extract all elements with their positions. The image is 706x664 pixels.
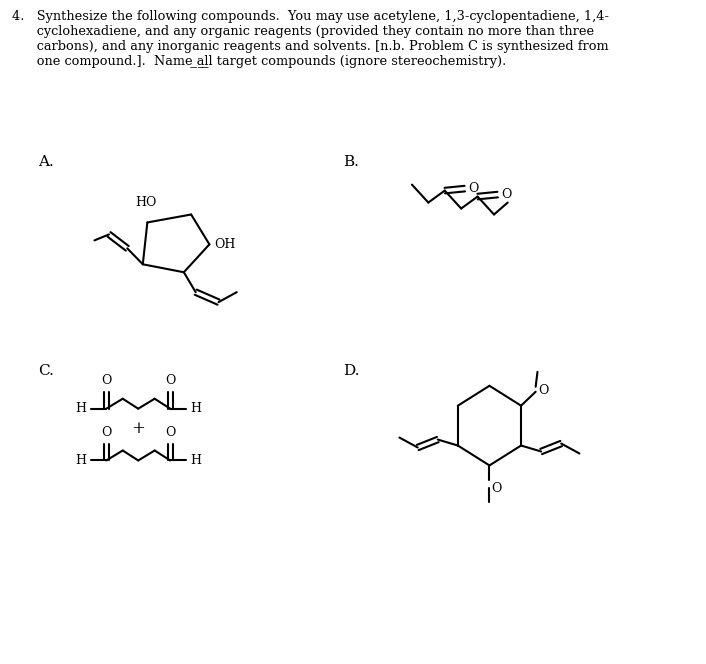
- Text: O: O: [469, 182, 479, 195]
- Text: C.: C.: [38, 364, 54, 378]
- Text: 4.   Synthesize the following compounds.  You may use acetylene, 1,3-cyclopentad: 4. Synthesize the following compounds. Y…: [12, 11, 609, 23]
- Text: O: O: [165, 374, 175, 386]
- Text: one compound.].  Name ̲a̲l̲l target compounds (ignore stereochemistry).: one compound.]. Name ̲a̲l̲l target compo…: [12, 55, 507, 68]
- Text: H: H: [76, 402, 86, 415]
- Text: B.: B.: [344, 155, 359, 169]
- Text: O: O: [539, 384, 549, 397]
- Text: O: O: [491, 482, 502, 495]
- Text: carbons), and any inorganic reagents and solvents. [n.b. Problem C is synthesize: carbons), and any inorganic reagents and…: [12, 41, 609, 53]
- Text: +: +: [131, 420, 145, 437]
- Text: H: H: [76, 454, 86, 467]
- Text: D.: D.: [344, 364, 360, 378]
- Text: OH: OH: [214, 238, 235, 251]
- Text: H: H: [190, 402, 201, 415]
- Text: O: O: [501, 188, 512, 201]
- Text: cyclohexadiene, and any organic reagents (provided they contain no more than thr: cyclohexadiene, and any organic reagents…: [12, 25, 594, 39]
- Text: O: O: [101, 426, 112, 438]
- Text: O: O: [165, 426, 175, 438]
- Text: H: H: [190, 454, 201, 467]
- Text: O: O: [101, 374, 112, 386]
- Text: A.: A.: [38, 155, 54, 169]
- Text: HO: HO: [135, 195, 156, 208]
